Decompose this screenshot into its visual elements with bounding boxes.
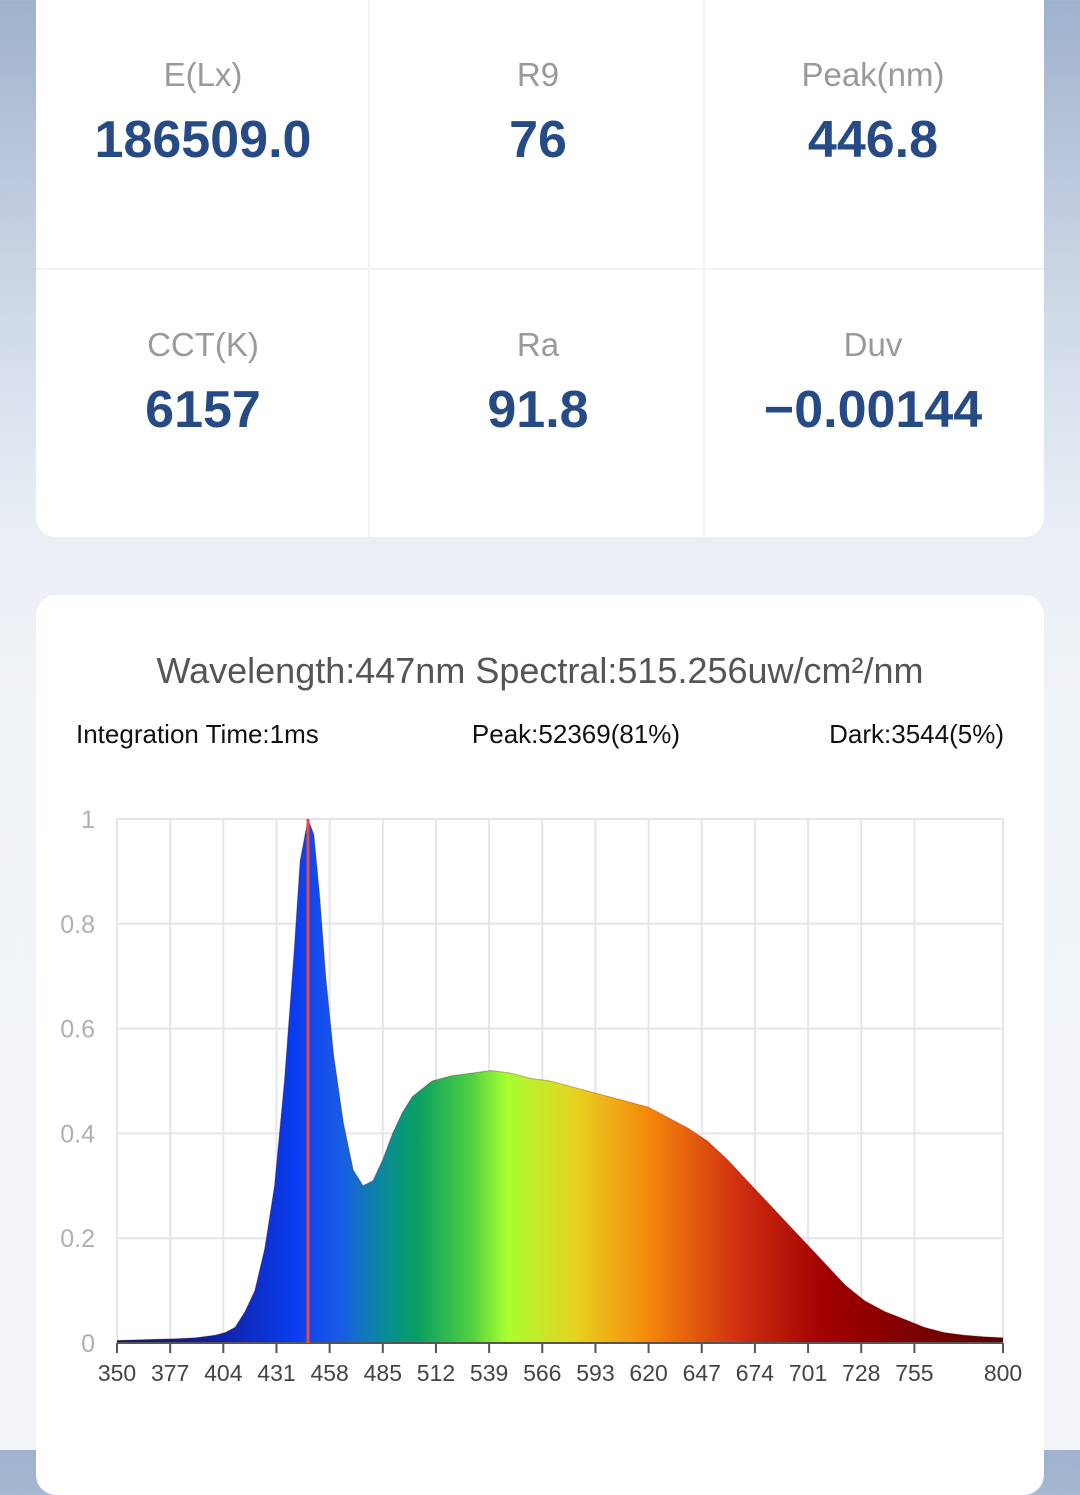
x-tick-label: 593: [576, 1360, 614, 1386]
metric: Peak(nm) 446.8: [706, 0, 1040, 268]
y-tick-label: 0: [81, 1330, 95, 1358]
metrics-card: E(Lx) 186509.0 R9 76 Peak(nm) 446.8 CCT(K) 6157…: [36, 0, 1044, 537]
metric-label: E(Lx): [163, 56, 243, 93]
metric: E(Lx) 186509.0: [36, 0, 370, 268]
x-tick-label: 458: [310, 1360, 348, 1386]
metric: Ra 91.8: [371, 270, 705, 538]
chart: Wavelength:447nm Spectral:515.256uw/cm²/…: [60, 650, 1022, 1386]
page: E(Lx) 186509.0 R9 76 Peak(nm) 446.8 CCT(K) 6157…: [0, 0, 1080, 1450]
x-tick-label: 701: [789, 1360, 827, 1386]
x-tick-label: 539: [470, 1360, 508, 1386]
metric-value: 91.8: [487, 381, 589, 439]
x-tick-label: 728: [842, 1360, 880, 1386]
dark-count: Dark:3544(5%): [829, 719, 1004, 749]
metric-label: R9: [516, 56, 560, 93]
metric-label: CCT(K): [147, 326, 259, 363]
spectrum-title: Wavelength:447nm Spectral:515.256uw/cm²/…: [156, 650, 923, 691]
y-tick-label: 0.2: [60, 1225, 95, 1253]
y-tick-label: 1: [81, 806, 95, 834]
peak-count: Peak:52369(81%): [472, 719, 680, 749]
x-tick-label: 431: [257, 1360, 295, 1386]
metric: Duv −0.00144: [706, 270, 1040, 538]
x-tick-label: 512: [417, 1360, 455, 1386]
metric-label: Peak(nm): [801, 56, 945, 93]
metric-label: Ra: [516, 326, 560, 363]
y-tick-label: 0.4: [60, 1120, 95, 1148]
metric-label: Duv: [843, 326, 903, 363]
metric-value: 446.8: [807, 111, 939, 169]
line: [116, 817, 1004, 1341]
x-tick-label: 620: [629, 1360, 667, 1386]
metric-value: 186509.0: [94, 111, 312, 169]
y-tick-label: 0.6: [60, 1016, 95, 1044]
x-tick-label: 674: [736, 1360, 775, 1386]
x-tick-label: 800: [984, 1360, 1022, 1386]
integration-time: Integration Time:1ms: [76, 719, 319, 749]
metric-value: −0.00144: [763, 381, 983, 439]
metric-value: 6157: [145, 381, 261, 439]
x-tick-label: 647: [683, 1360, 721, 1386]
metric: R9 76: [371, 0, 705, 268]
x-tick-label: 377: [151, 1360, 189, 1386]
x-tick-label: 485: [364, 1360, 402, 1386]
x-tick-label: 350: [98, 1360, 136, 1386]
metric-value: 76: [509, 111, 567, 169]
y-tick-label: 0.8: [60, 911, 95, 939]
chart-card: Wavelength:447nm Spectral:515.256uw/cm²/…: [36, 595, 1044, 1495]
x-tick-label: 755: [895, 1360, 933, 1386]
x-tick-label: 404: [204, 1360, 243, 1386]
x-tick-label: 566: [523, 1360, 561, 1386]
divider: [36, 268, 1044, 270]
metric: CCT(K) 6157: [36, 270, 370, 538]
area: [117, 819, 1003, 1343]
